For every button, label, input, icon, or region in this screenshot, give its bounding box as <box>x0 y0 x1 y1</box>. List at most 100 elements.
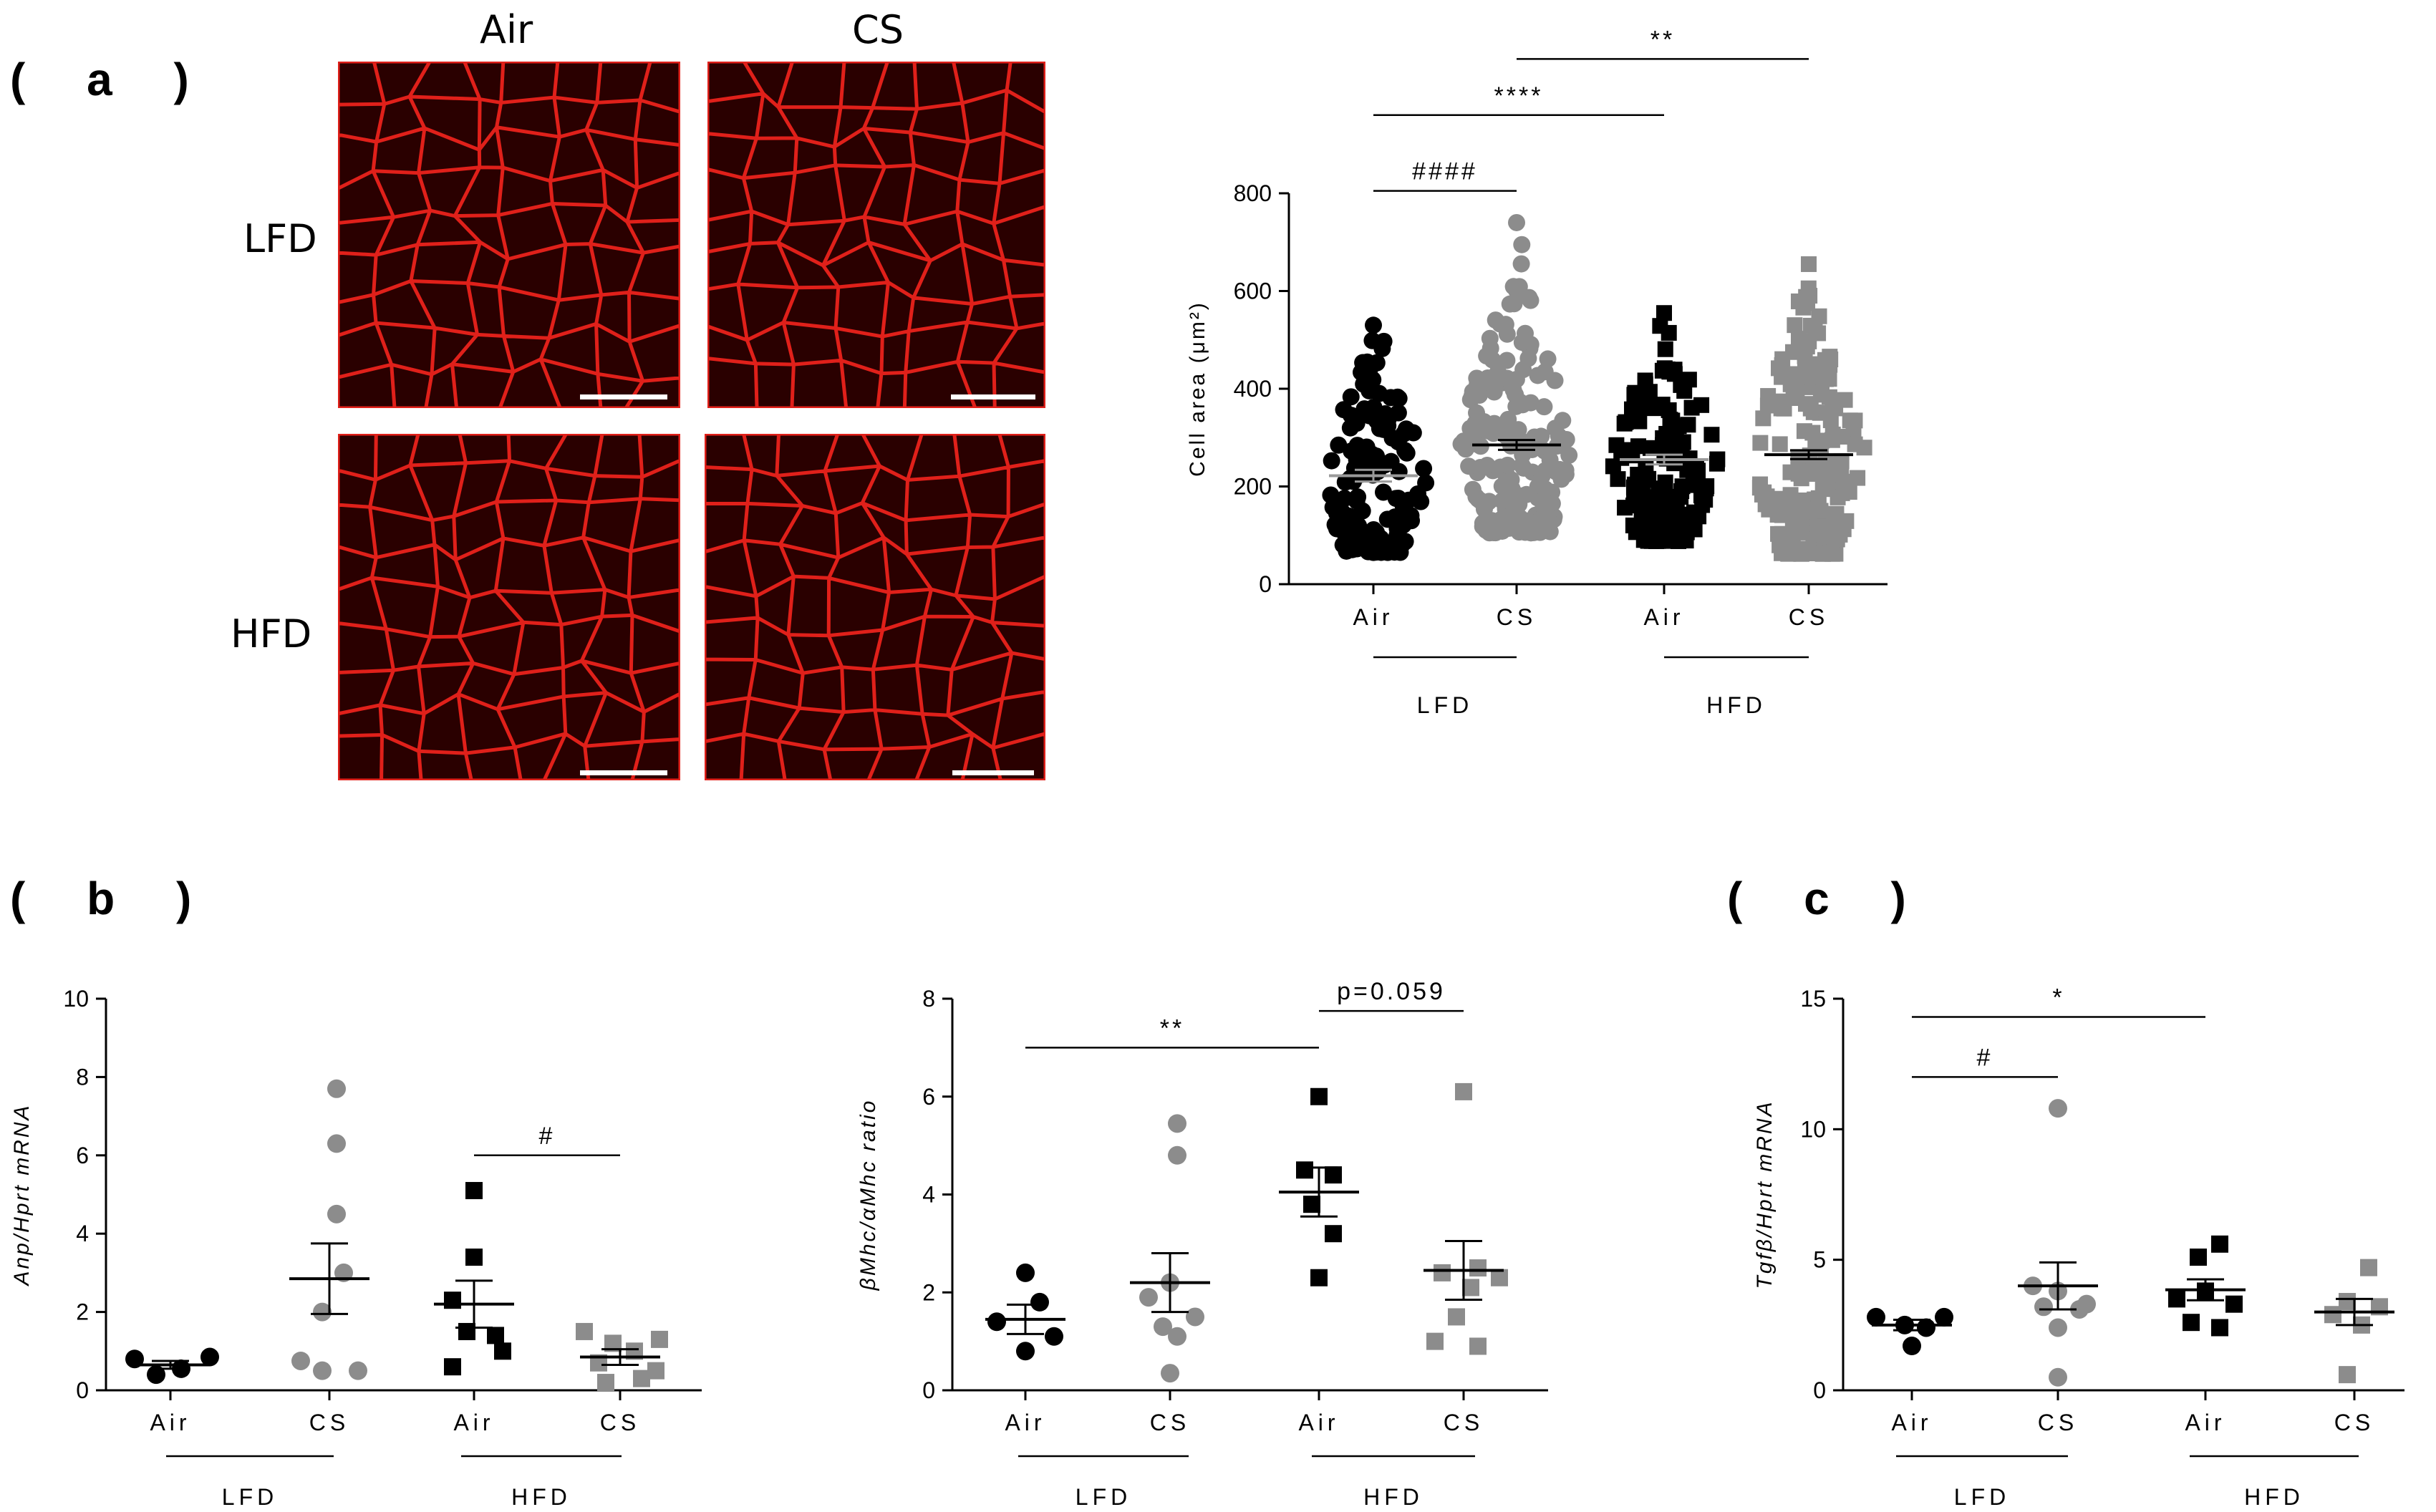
data-point <box>1412 493 1430 510</box>
data-point <box>1789 382 1805 398</box>
data-point <box>1658 425 1675 442</box>
data-point <box>1759 397 1776 414</box>
data-point <box>1353 502 1371 520</box>
data-point <box>1491 1269 1508 1286</box>
cell-membrane-network <box>338 62 680 408</box>
data-point <box>1755 410 1772 427</box>
micrograph-row-title-lfd: LFD <box>243 216 317 261</box>
data-point <box>576 1322 593 1340</box>
data-point <box>1830 457 1847 473</box>
data-point <box>1325 1225 1342 1243</box>
data-point <box>1791 368 1807 384</box>
data-point <box>1404 424 1422 442</box>
data-point <box>1773 400 1789 417</box>
y-tick-label: 4 <box>76 1221 89 1246</box>
data-point <box>1532 427 1550 445</box>
data-point <box>1774 357 1790 373</box>
data-point <box>1917 1318 1935 1337</box>
data-point <box>1626 387 1643 403</box>
y-axis-label: βMhc/αMhc ratio <box>856 1099 880 1292</box>
data-point <box>1342 388 1360 406</box>
data-point <box>1335 490 1353 508</box>
data-point <box>1560 446 1578 464</box>
data-point <box>1631 413 1648 430</box>
data-point <box>597 1374 614 1392</box>
micrograph-hfd-cs <box>705 434 1045 780</box>
data-point <box>1462 1279 1479 1297</box>
data-point <box>1654 523 1671 539</box>
data-point <box>1605 458 1621 475</box>
data-point <box>1802 400 1819 417</box>
data-point <box>2049 1367 2067 1387</box>
group-label: LFD <box>222 1484 278 1510</box>
data-point <box>1772 436 1788 452</box>
data-point <box>327 1134 346 1153</box>
data-point <box>1834 516 1850 533</box>
y-tick-label: 2 <box>76 1299 89 1325</box>
micrograph-column-title-cs: CS <box>852 7 904 52</box>
series-hfd-cs <box>1751 256 1872 562</box>
data-point <box>1355 400 1373 418</box>
data-point <box>1787 317 1803 334</box>
data-point <box>1296 1161 1313 1179</box>
chart-cell_area: 0 200 400 600 800 Air CS Air CS LFD HFD Cell area (… <box>1186 26 1888 718</box>
data-point <box>1546 372 1564 389</box>
data-point <box>1830 489 1846 505</box>
data-point <box>1557 430 1575 448</box>
data-point <box>465 1249 483 1266</box>
scale-bar <box>951 394 1035 399</box>
data-point <box>1802 317 1819 334</box>
x-category-label: CS <box>1150 1410 1190 1435</box>
data-point <box>2360 1259 2377 1276</box>
y-tick-label: 0 <box>922 1377 935 1403</box>
data-point <box>1793 470 1809 487</box>
y-tick-label: 8 <box>922 986 935 1012</box>
data-point <box>1686 504 1702 520</box>
data-point <box>2211 1319 2228 1337</box>
micrograph-lfd-air <box>338 62 680 408</box>
data-point <box>1186 1307 1204 1327</box>
data-point <box>1630 467 1646 483</box>
data-point <box>2190 1249 2207 1266</box>
data-point <box>1489 363 1507 381</box>
significance-label: * <box>2052 984 2064 1012</box>
data-point <box>1608 437 1625 453</box>
data-point <box>313 1302 332 1322</box>
data-point <box>1455 1082 1472 1100</box>
data-point <box>444 1358 461 1376</box>
micrograph-row-title-hfd: HFD <box>231 611 312 656</box>
data-point <box>1383 429 1401 447</box>
data-point <box>1348 451 1366 469</box>
series-lfd-air <box>1867 1307 1953 1356</box>
data-point <box>291 1351 310 1370</box>
group-label: HFD <box>511 1484 571 1510</box>
x-category-label: CS <box>309 1410 349 1435</box>
data-point <box>1503 480 1521 498</box>
y-tick-label: 200 <box>1234 474 1272 500</box>
x-category-label: CS <box>1497 604 1537 630</box>
data-point <box>1785 344 1802 360</box>
data-point <box>1935 1307 1953 1327</box>
series-lfd-air <box>125 1347 219 1385</box>
x-category-label: Air <box>150 1410 190 1435</box>
data-point <box>1355 375 1373 393</box>
y-tick-label: 10 <box>1800 1116 1826 1142</box>
data-point <box>2225 1295 2243 1313</box>
data-point <box>2077 1294 2096 1314</box>
data-point <box>1509 283 1527 301</box>
micrograph-column-title-air: Air <box>480 7 533 52</box>
series-hfd-cs <box>576 1322 668 1392</box>
data-point <box>1630 522 1646 538</box>
data-point <box>1348 415 1366 432</box>
data-point <box>1513 334 1531 352</box>
data-point <box>2339 1366 2356 1384</box>
data-point <box>313 1361 332 1380</box>
data-point <box>1647 489 1663 505</box>
data-point <box>1464 480 1482 498</box>
data-point <box>1752 435 1769 451</box>
data-point <box>2168 1290 2185 1308</box>
y-tick-label: 0 <box>1813 1377 1826 1403</box>
series-hfd-cs <box>2314 1259 2394 1384</box>
data-point <box>1780 500 1797 517</box>
